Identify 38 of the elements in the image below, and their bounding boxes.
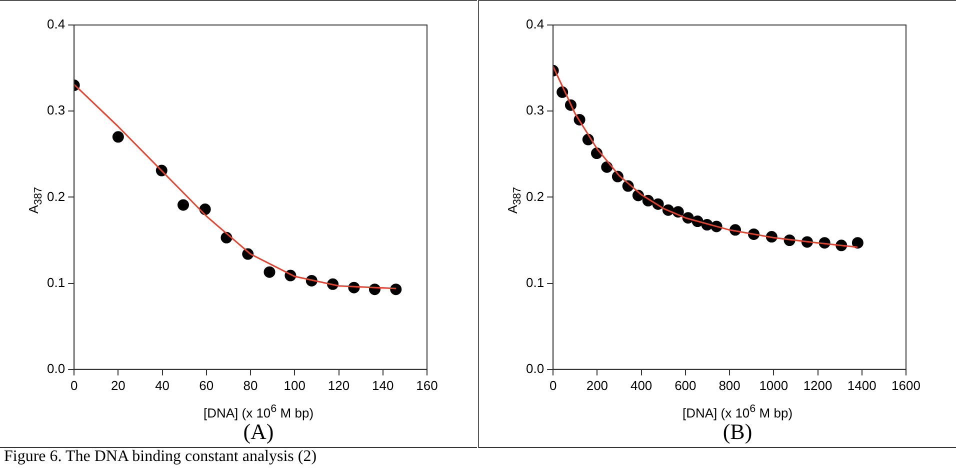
x-tick-label: 120 bbox=[328, 378, 350, 393]
x-tick-label: 1400 bbox=[847, 378, 876, 393]
x-tick-label: 40 bbox=[155, 378, 170, 393]
x-tick-label: 20 bbox=[110, 378, 126, 393]
y-tick-label: 0.1 bbox=[46, 274, 66, 290]
y-tick-label: 0.3 bbox=[46, 102, 66, 118]
y-tick-label: 0.4 bbox=[46, 16, 66, 32]
y-tick-label: 0.2 bbox=[46, 188, 66, 204]
x-tick-label: 600 bbox=[674, 378, 696, 393]
y-tick-label: 0.4 bbox=[526, 16, 544, 32]
text: (B) bbox=[722, 419, 754, 445]
y-tick-label: 0.0 bbox=[526, 360, 544, 376]
point bbox=[178, 199, 190, 211]
x-tick-label: 0 bbox=[70, 378, 78, 393]
point bbox=[264, 266, 276, 278]
x-tick-label: 1200 bbox=[803, 378, 832, 393]
point bbox=[852, 237, 864, 249]
y-tick-label: 0.2 bbox=[526, 188, 544, 204]
x-tick-label: 60 bbox=[199, 378, 214, 393]
x-tick-label: 160 bbox=[416, 378, 438, 393]
x-tick-label: 1000 bbox=[759, 378, 788, 393]
x-tick-label: 1600 bbox=[892, 378, 920, 393]
text: (A) bbox=[243, 419, 275, 445]
x-tick-label: 0 bbox=[549, 378, 557, 393]
caption: Figure 6. The DNA binding constant analysis (2) bbox=[4, 448, 317, 466]
point bbox=[390, 284, 402, 296]
x-axis-title: [DNA] (x 10$^{6}$ M bp) bbox=[681, 403, 794, 420]
x-tick-label: 80 bbox=[243, 378, 258, 393]
point bbox=[112, 131, 124, 143]
y-tick-label: 0.0 bbox=[46, 360, 66, 376]
x-tick-label: 400 bbox=[630, 378, 652, 393]
x-tick-label: 140 bbox=[372, 378, 394, 393]
x-axis-title: [DNA] (x 10$^{6}$ M bp) bbox=[202, 403, 315, 420]
x-tick-label: 200 bbox=[586, 378, 608, 393]
x-tick-label: 100 bbox=[284, 378, 306, 393]
y-tick-label: 0.3 bbox=[526, 102, 544, 118]
y-tick-label: 0.1 bbox=[526, 274, 544, 290]
x-tick-label: 800 bbox=[718, 378, 740, 393]
